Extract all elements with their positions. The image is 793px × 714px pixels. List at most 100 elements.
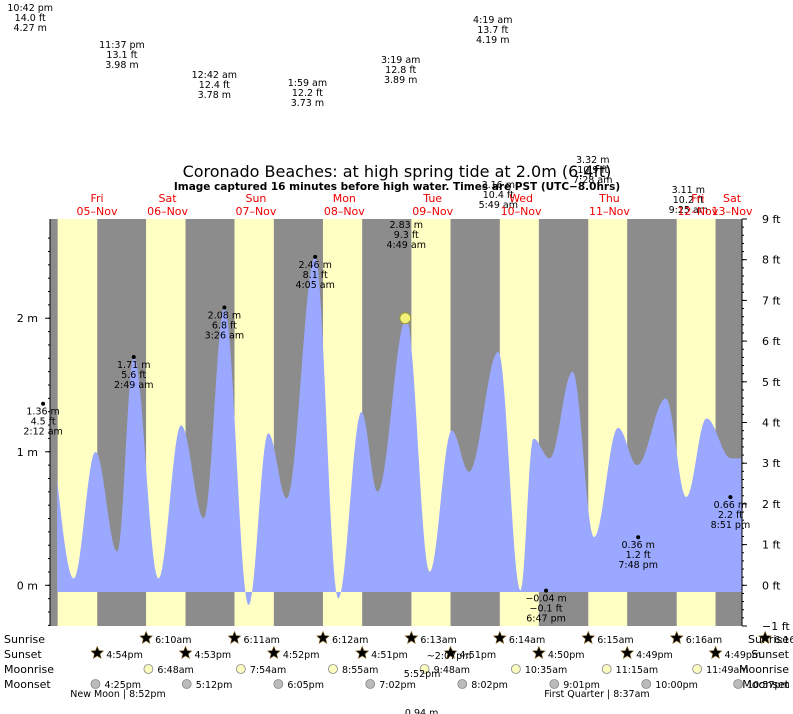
moonset-icon bbox=[549, 679, 560, 689]
right-tick-label: 0 ft bbox=[762, 579, 781, 592]
moonset-icon bbox=[365, 679, 376, 689]
sunset-time: 4:51pm bbox=[460, 650, 497, 661]
extreme-dot bbox=[222, 305, 227, 310]
moonset-icon bbox=[641, 679, 652, 689]
annotation-line: 12:42 am bbox=[192, 70, 237, 81]
day-name: Sat bbox=[723, 192, 742, 205]
sunset-icon bbox=[443, 645, 458, 659]
right-tick-label: 7 ft bbox=[762, 294, 781, 307]
astro-row-label-left: Sunset bbox=[4, 648, 42, 661]
day-date: 06–Nov bbox=[147, 205, 188, 218]
sunset-event: 4:49pm bbox=[620, 645, 673, 661]
astro-table: Sunrise Sunrise Sunset Sunset Moonrise Moonri… bbox=[4, 630, 793, 700]
left-tick-label: 2 m bbox=[17, 312, 38, 325]
moonrise-icon bbox=[143, 664, 154, 674]
extreme-dot bbox=[131, 354, 136, 359]
sunset-event: 4:51pm bbox=[355, 645, 408, 661]
moonrise-event: 8:55am bbox=[328, 664, 378, 676]
sunset-event: 4:49pm bbox=[708, 645, 762, 661]
annotation-line: 1.71 m bbox=[117, 360, 150, 371]
moonrise-time: 8:55am bbox=[342, 665, 378, 676]
moonrise-event: 6:48am bbox=[143, 664, 194, 676]
annotation-line: 3.73 m bbox=[291, 98, 324, 109]
annotation-line: 1:59 am bbox=[288, 78, 327, 89]
sunrise-time: 6:13am bbox=[420, 635, 456, 646]
right-tick-label: 1 ft bbox=[762, 539, 781, 552]
annotation-line: 8:51 pm bbox=[711, 520, 751, 531]
sunset-event: 4:53pm bbox=[178, 645, 231, 661]
tide-area-layer bbox=[57, 256, 742, 605]
annotation-line: 12.2 ft bbox=[292, 88, 323, 99]
sunset-time: 4:49pm bbox=[636, 650, 673, 661]
day-name: Wed bbox=[509, 192, 533, 205]
moonset-event: 5:12pm bbox=[181, 679, 232, 691]
right-tick-label: 4 ft bbox=[762, 417, 781, 430]
sunset-time: 4:51pm bbox=[371, 650, 408, 661]
tide-annotation: 2.83 m9.3 ft4:49 am bbox=[387, 220, 426, 251]
annotation-line: 4.5 ft bbox=[31, 417, 56, 428]
day-date: 07–Nov bbox=[235, 205, 276, 218]
tide-annotation: 1.71 m5.6 ft2:49 am bbox=[114, 354, 153, 391]
sunrise-time: 6:11am bbox=[244, 635, 280, 646]
annotation-line: 3:19 am bbox=[381, 55, 420, 66]
right-tick-label: 3 ft bbox=[762, 457, 781, 470]
right-tick-label: 8 ft bbox=[762, 254, 781, 267]
day-date: 10–Nov bbox=[501, 205, 542, 218]
annotation-line: 13.1 ft bbox=[106, 50, 137, 61]
moonset-time: 4:25pm bbox=[104, 680, 141, 691]
day-name: Tue bbox=[422, 192, 442, 205]
sunrise-event: 6:14am bbox=[492, 630, 545, 646]
sunset-event: 4:50pm bbox=[531, 645, 584, 661]
sunset-event: 4:52pm bbox=[266, 645, 319, 661]
annotation-line: 13.7 ft bbox=[477, 25, 508, 36]
annotation-line: 5.6 ft bbox=[121, 370, 146, 381]
tide-annotation: 1.36 m4.5 ft2:12 am bbox=[23, 401, 63, 438]
moonrise-event: 7:54am bbox=[235, 664, 286, 676]
moonrise-time: 10:35am bbox=[525, 665, 567, 676]
sunset-event: 4:51pm bbox=[443, 645, 497, 661]
extreme-dot bbox=[728, 495, 733, 500]
annotation-line: −0.04 m bbox=[525, 594, 566, 605]
sunset-time: 4:49pm bbox=[725, 650, 762, 661]
annotation-line: 1.2 ft bbox=[626, 550, 651, 561]
moonset-time: 10:57pm bbox=[747, 680, 790, 691]
annotation-line: −0.1 ft bbox=[530, 604, 563, 615]
annotation-line: 3.32 m bbox=[576, 155, 609, 166]
moonset-event: 7:02pm bbox=[365, 679, 416, 691]
moonset-event: 8:02pm bbox=[457, 679, 508, 691]
sunrise-icon bbox=[758, 630, 773, 644]
moonset-time: 10:00pm bbox=[655, 680, 698, 691]
day-name: Sun bbox=[245, 192, 266, 205]
tide-annotation: 0.66 m2.2 ft8:51 pm bbox=[711, 495, 751, 531]
moonset-event: 10:00pm bbox=[641, 679, 698, 691]
moonrise-event: 11:49am bbox=[692, 664, 749, 676]
annotation-line: 12.8 ft bbox=[385, 65, 416, 76]
annotation-line: 2.83 m bbox=[390, 220, 423, 231]
astro-row-label-right: Sunset bbox=[751, 648, 789, 661]
annotation-line: 4:49 am bbox=[387, 240, 426, 251]
annotation-line: 6.8 ft bbox=[212, 321, 237, 332]
annotation-line: 10.9 ft bbox=[577, 165, 608, 176]
night-band bbox=[50, 219, 58, 626]
left-tick-label: 0 m bbox=[17, 579, 38, 592]
day-name: Thu bbox=[598, 192, 620, 205]
astro-row-label-right: Moonset bbox=[742, 678, 789, 691]
extreme-dot bbox=[636, 535, 641, 540]
extreme-dot bbox=[313, 254, 318, 259]
moonrise-time: 11:15am bbox=[616, 665, 658, 676]
annotation-line: 4:19 am bbox=[473, 15, 512, 26]
sunrise-event: 6:13am bbox=[404, 630, 457, 646]
annotation-line: 10.2 ft bbox=[673, 195, 704, 206]
annotation-line: 10.4 ft bbox=[483, 190, 514, 201]
extreme-dot bbox=[41, 401, 46, 406]
day-date: 13–Nov bbox=[712, 205, 753, 218]
sunrise-icon bbox=[227, 630, 242, 644]
astro-row-label-left: Moonset bbox=[4, 678, 51, 691]
moonrise-time: 11:49am bbox=[706, 665, 748, 676]
annotation-line: 2.08 m bbox=[208, 311, 241, 322]
